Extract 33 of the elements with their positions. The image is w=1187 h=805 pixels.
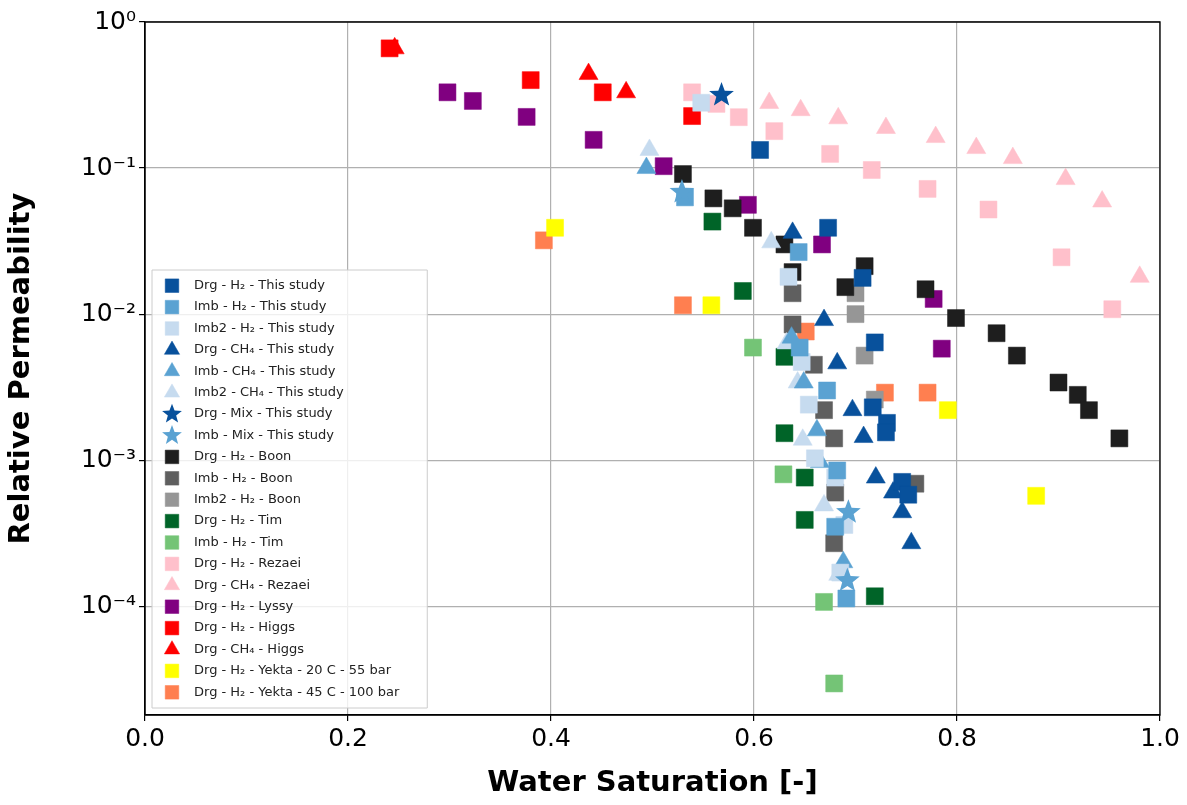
legend-label: Imb2 - H₂ - Boon [194, 491, 301, 507]
y-axis-title: Relative Permeability [1, 192, 36, 545]
x-tick-label: 0.2 [328, 722, 368, 752]
y-tick-label: 10⁻³ [80, 443, 136, 473]
x-tick-label: 0.0 [125, 722, 165, 752]
legend-label: Drg - CH₄ - Rezaei [194, 576, 311, 592]
legend-label: Drg - H₂ - Yekta - 45 C - 100 bar [194, 683, 400, 699]
y-tick-label: 10⁰ [94, 5, 136, 35]
legend-label: Drg - H₂ - This study [194, 277, 326, 293]
legend-label: Drg - H₂ - Rezaei [194, 555, 302, 571]
legend-label: Drg - H₂ - Boon [194, 448, 292, 464]
legend-label: Imb - H₂ - Boon [194, 469, 293, 485]
x-tick-label: 1.0 [1140, 722, 1180, 752]
legend-label: Imb - CH₄ - This study [194, 362, 336, 378]
legend-label: Drg - CH₄ - Higgs [194, 640, 305, 656]
y-tick-label: 10⁻² [80, 297, 136, 327]
legend-label: Imb2 - H₂ - This study [194, 319, 335, 335]
legend-label: Imb2 - CH₄ - This study [194, 384, 345, 400]
legend-label: Drg - Mix - This study [194, 405, 333, 421]
legend-label: Drg - H₂ - Yekta - 20 C - 55 bar [194, 662, 392, 678]
y-tick-label: 10⁻¹ [80, 151, 136, 181]
legend-label: Imb - H₂ - This study [194, 298, 327, 314]
legend-label: Drg - H₂ - Tim [194, 512, 283, 528]
x-axis-title: Water Saturation [-] [487, 764, 818, 799]
x-tick-label: 0.4 [531, 722, 571, 752]
legend-label: Imb - H₂ - Tim [194, 533, 284, 549]
x-tick-label: 0.8 [937, 722, 977, 752]
legend-label: Drg - H₂ - Higgs [194, 619, 296, 635]
y-tick-label: 10⁻⁴ [80, 589, 136, 619]
legend-label: Drg - H₂ - Lyssy [194, 598, 294, 614]
legend-label: Drg - CH₄ - This study [194, 341, 335, 357]
x-tick-label: 0.6 [734, 722, 774, 752]
legend-label: Imb - Mix - This study [194, 426, 335, 442]
